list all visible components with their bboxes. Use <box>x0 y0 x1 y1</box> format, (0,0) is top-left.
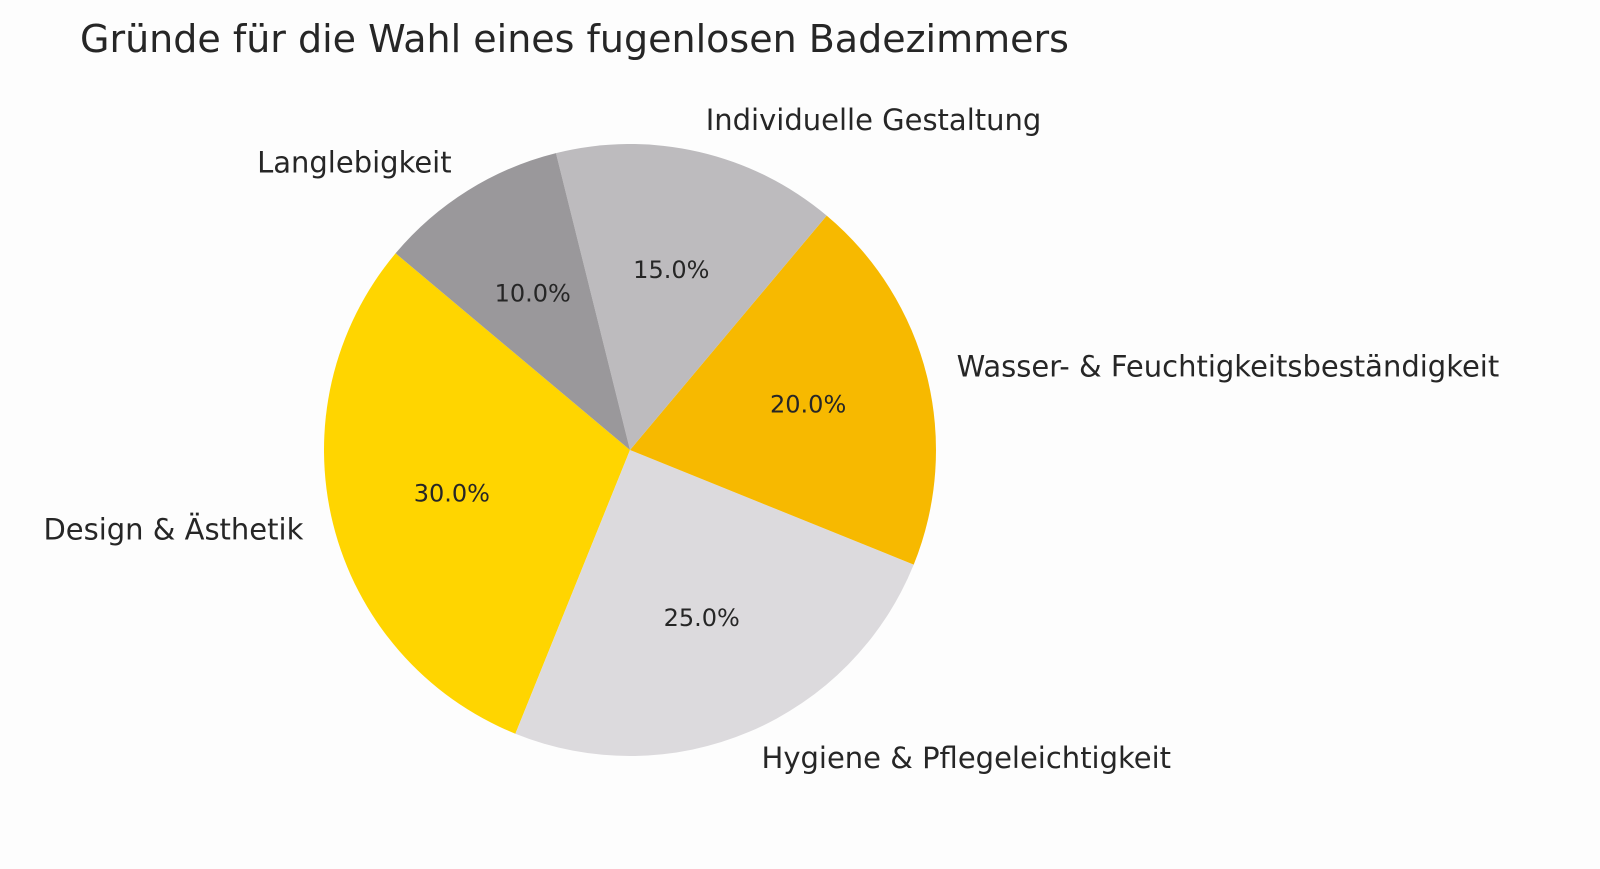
chart-title: Gründe für die Wahl eines fugenlosen Bad… <box>80 17 1069 61</box>
slice-label: Design & Ästhetik <box>43 512 303 546</box>
slice-label: Hygiene & Pflegeleichtigkeit <box>762 741 1172 775</box>
slice-label: Langlebigkeit <box>257 146 452 180</box>
pie-slice <box>395 153 630 450</box>
pie-slice <box>515 450 914 757</box>
value-label: 30.0% <box>414 479 490 507</box>
value-label: 25.0% <box>664 604 740 632</box>
value-label: 20.0% <box>770 391 846 419</box>
pie-slice <box>630 215 936 565</box>
pie-slice <box>323 253 630 734</box>
value-label: 15.0% <box>633 256 709 284</box>
pie-slice <box>555 144 827 451</box>
value-label: 10.0% <box>495 279 571 307</box>
slice-label: Individuelle Gestaltung <box>706 103 1042 137</box>
slice-label: Wasser- & Feuchtigkeitsbeständigkeit <box>957 350 1500 384</box>
